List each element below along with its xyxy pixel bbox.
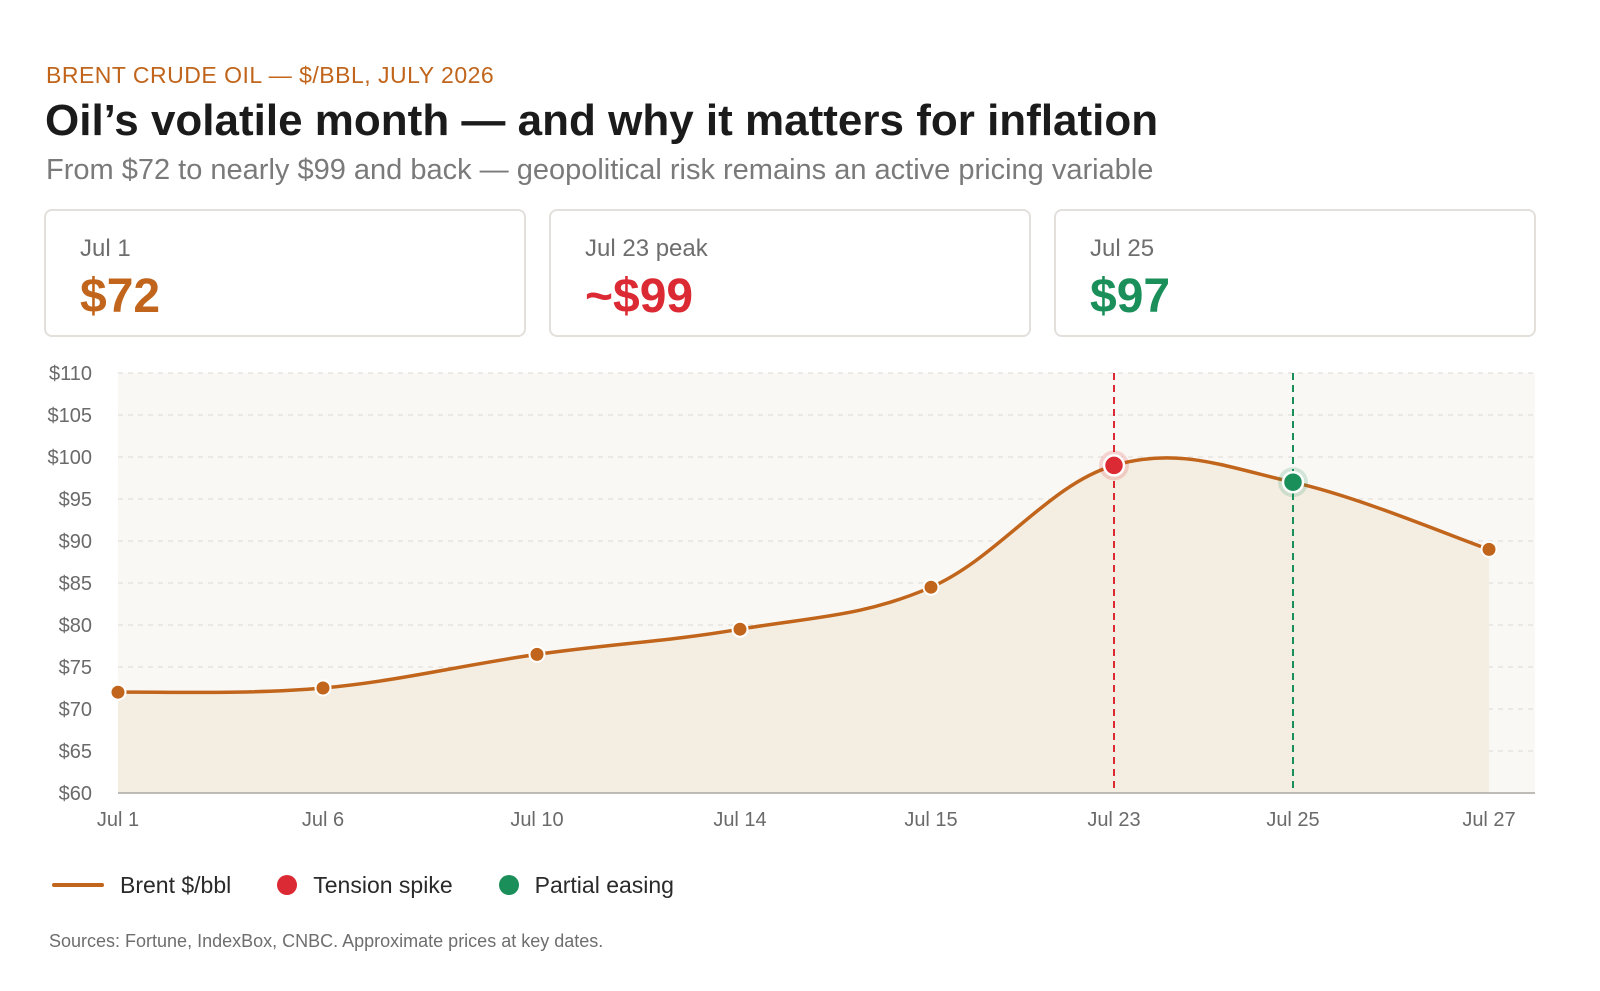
stat-card-jul1: Jul 1 $72: [44, 209, 526, 337]
legend-item-easing: Partial easing: [498, 871, 674, 899]
y-tick-label: $60: [59, 783, 92, 805]
y-tick-label: $100: [48, 447, 93, 469]
y-tick-label: $110: [49, 363, 92, 385]
x-tick-label: Jul 6: [302, 809, 344, 831]
series-line: [116, 456, 1491, 695]
legend-dot-easing: [498, 875, 519, 895]
data-point: [109, 683, 127, 701]
y-tick-label: $65: [59, 741, 92, 763]
spike-point: [1102, 454, 1126, 477]
data-point: [314, 679, 332, 697]
x-tick-label: Jul 27: [1462, 809, 1515, 831]
legend-item-spike: Tension spike: [277, 871, 453, 899]
legend-dot-spike: [277, 875, 298, 895]
y-tick-label: $105: [48, 405, 93, 427]
x-tick-label: Jul 15: [904, 809, 957, 831]
y-tick-label: $70: [59, 699, 92, 721]
data-point: [922, 578, 940, 596]
y-tick-label: $75: [59, 657, 92, 679]
price-line-chart: $60 $65 $70 $75 $80 $85 $90 $95 $100 $105 $110 Jul …: [48, 363, 1535, 831]
stat-card-value: ~$99: [585, 270, 694, 323]
legend-label-series: Brent $/bbl: [120, 871, 232, 898]
x-tick-label: Jul 25: [1266, 809, 1319, 831]
chart-subtitle: From $72 to nearly $99 and back — geopol…: [46, 154, 1154, 186]
stat-card-value: $72: [80, 270, 161, 323]
area-fill: [118, 457, 1489, 793]
legend-label-easing: Partial easing: [534, 871, 674, 898]
x-tick-label: Jul 23: [1087, 809, 1140, 831]
stat-card-label: Jul 25: [1090, 235, 1155, 262]
stat-card-peak: Jul 23 peak ~$99: [549, 209, 1031, 337]
stat-card-jul25: Jul 25 $97: [1054, 209, 1536, 337]
x-tick-label: Jul 14: [713, 809, 766, 831]
chart-legend: Brent $/bbl Tension spike Partial easing: [52, 870, 720, 900]
stat-card-label: Jul 23 peak: [585, 235, 708, 262]
y-tick-label: $80: [59, 615, 92, 637]
chart-title: Oil’s volatile month — and why it matter…: [45, 96, 1159, 145]
stat-card-value: $97: [1090, 270, 1171, 323]
legend-label-spike: Tension spike: [313, 871, 453, 898]
y-tick-label: $95: [59, 489, 92, 511]
data-point: [528, 645, 546, 663]
stat-card-label: Jul 1: [80, 235, 131, 262]
x-tick-label: Jul 10: [510, 809, 563, 831]
source-note: Sources: Fortune, IndexBox, CNBC. Approx…: [49, 931, 604, 951]
data-point: [731, 620, 749, 638]
easing-point: [1281, 470, 1305, 494]
legend-line-swatch: [52, 883, 104, 887]
data-point: [1480, 540, 1498, 558]
y-tick-label: $85: [59, 573, 92, 595]
legend-item-series: Brent $/bbl: [52, 872, 231, 899]
x-tick-label: Jul 1: [97, 809, 139, 831]
chart-kicker: BRENT CRUDE OIL — $/BBL, JULY 2026: [46, 62, 495, 88]
y-tick-label: $90: [59, 531, 92, 553]
